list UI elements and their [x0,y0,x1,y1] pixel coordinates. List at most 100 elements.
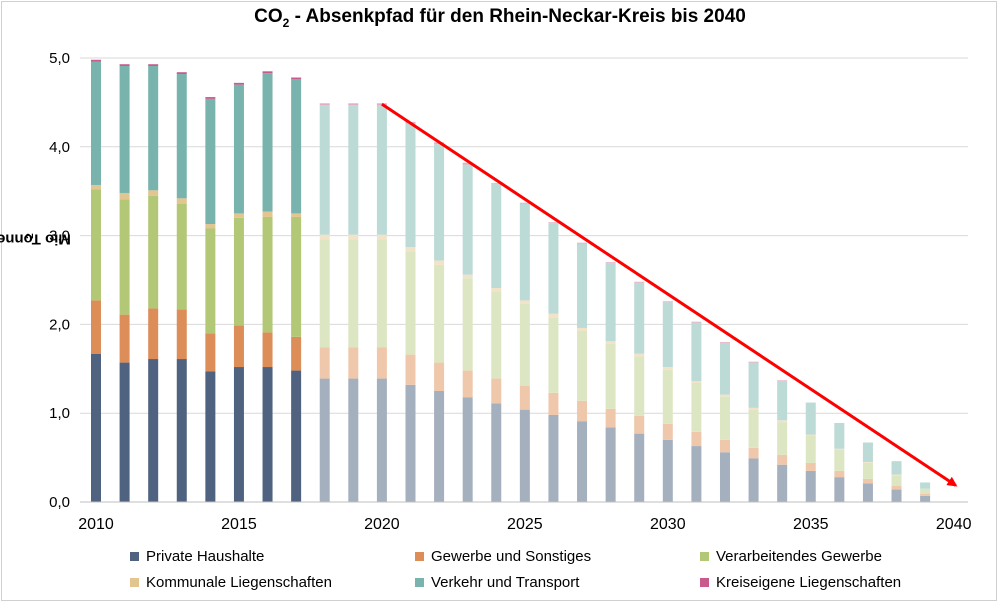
bar-segment-2012-5 [148,64,159,66]
bar-segment-2027-0 [577,421,588,502]
bar-stack-2024 [491,183,502,502]
bar-segment-2026-3 [548,313,559,318]
bar-segment-2019-1 [348,347,359,379]
bar-segment-2034-0 [777,464,788,502]
bar-stack-2036 [834,422,845,502]
bar-segment-2038-4 [891,461,902,475]
bar-segment-2016-2 [262,216,273,333]
bar-segment-2036-0 [834,477,845,502]
bar-segment-2029-5 [634,281,645,283]
bar-segment-2011-2 [119,199,130,315]
bar-segment-2032-3 [719,394,730,397]
legend-label: Gewerbe und Sonstiges [431,547,592,565]
bar-segment-2036-2 [834,449,845,471]
bar-segment-2033-1 [748,447,759,459]
bar-stack-2011 [119,64,130,502]
bar-segment-2014-4 [205,98,216,225]
bar-segment-2019-3 [348,234,359,240]
legend-item-gewerbe-und-sonstiges: Gewerbe und Sonstiges [415,548,700,565]
bar-segment-2021-0 [405,384,416,502]
bar-segment-2014-3 [205,224,216,229]
bar-segment-2010-1 [91,300,101,354]
x-tick-label: 2040 [936,516,972,533]
bar-segment-2021-4 [405,123,416,248]
bar-segment-2039-0 [920,495,931,502]
legend-item-kommunale-liegenschaften: Kommunale Liegenschaften [130,574,415,591]
bar-segment-2026-2 [548,317,559,393]
bar-stack-2018 [319,103,330,502]
bar-segment-2033-5 [748,361,759,363]
bar-segment-2010-5 [91,59,101,62]
bar-segment-2038-3 [891,474,902,476]
bar-segment-2018-5 [319,103,330,106]
bar-segment-2013-0 [176,359,187,502]
bar-segment-2020-4 [376,105,387,235]
bar-segment-2013-1 [176,309,187,360]
bar-segment-2011-3 [119,192,130,200]
chart-title-rest: - Absenkpfad für den Rhein-Neckar-Kreis … [289,6,746,27]
bar-segment-2015-4 [233,84,244,214]
bar-segment-2033-3 [748,407,759,410]
legend-label: Private Haushalte [146,547,265,565]
bar-segment-2016-1 [262,332,273,368]
bar-segment-2028-1 [605,408,616,428]
bar-segment-2014-2 [205,228,216,334]
bar-segment-2030-2 [662,369,673,424]
bar-segment-2028-3 [605,341,616,344]
bar-segment-2027-2 [577,330,588,401]
legend-label: Verkehr und Transport [431,573,580,591]
legend-item-private-haushalte: Private Haushalte [130,548,415,565]
chart-title-subscript: 2 [282,15,290,30]
bar-segment-2017-3 [291,213,302,217]
bar-segment-2016-4 [262,73,273,212]
bar-segment-2034-4 [777,381,788,421]
bar-segment-2015-1 [233,325,244,368]
bar-segment-2017-4 [291,79,302,214]
bar-segment-2025-1 [519,385,530,410]
bar-segment-2018-3 [319,234,330,240]
bar-segment-2011-5 [119,64,130,66]
bar-segment-2035-3 [805,434,816,436]
bar-stack-2022 [434,142,445,502]
bar-stack-2015 [233,82,244,502]
bar-stack-2026 [548,222,559,502]
y-tick-label: 4,0 [49,139,70,156]
bar-segment-2019-0 [348,378,359,502]
bar-segment-2010-4 [91,61,101,185]
bar-stack-2017 [291,77,302,502]
bar-segment-2022-2 [434,264,445,363]
bar-segment-2015-3 [233,213,244,218]
bar-segment-2029-0 [634,433,645,502]
bar-segment-2026-4 [548,223,559,314]
bar-segment-2035-0 [805,470,816,502]
bar-segment-2017-1 [291,336,302,371]
bar-segment-2021-1 [405,354,416,385]
bar-stack-2021 [405,121,416,502]
legend-label: Kreiseigene Liegenschaften [716,573,902,591]
bar-segment-2016-5 [262,71,273,74]
bar-segment-2023-5 [462,162,473,165]
trend-arrow [381,102,958,487]
bar-segment-2018-0 [319,378,330,502]
bar-segment-2016-0 [262,367,273,502]
chart-title: CO2 - Absenkpfad für den Rhein-Neckar-Kr… [0,6,1000,30]
bar-segment-2021-2 [405,251,416,355]
bar-segment-2037-4 [862,442,873,463]
bar-segment-2020-0 [376,378,387,502]
bar-segment-2030-0 [662,439,673,502]
bar-segment-2027-4 [577,243,588,328]
chart-legend: Private Haushalte Gewerbe und Sonstiges … [130,543,990,595]
x-tick-label: 2035 [793,516,829,533]
bar-stack-2037 [862,442,873,502]
bar-segment-2035-2 [805,435,816,463]
bar-segment-2032-0 [719,452,730,502]
bar-segment-2012-2 [148,195,159,309]
bar-segment-2031-0 [691,446,702,502]
bar-segment-2018-4 [319,105,330,235]
bar-segment-2015-5 [233,82,244,85]
bar-segment-2013-3 [176,198,187,204]
bar-segment-2011-4 [119,65,130,193]
bar-segment-2015-2 [233,217,244,326]
